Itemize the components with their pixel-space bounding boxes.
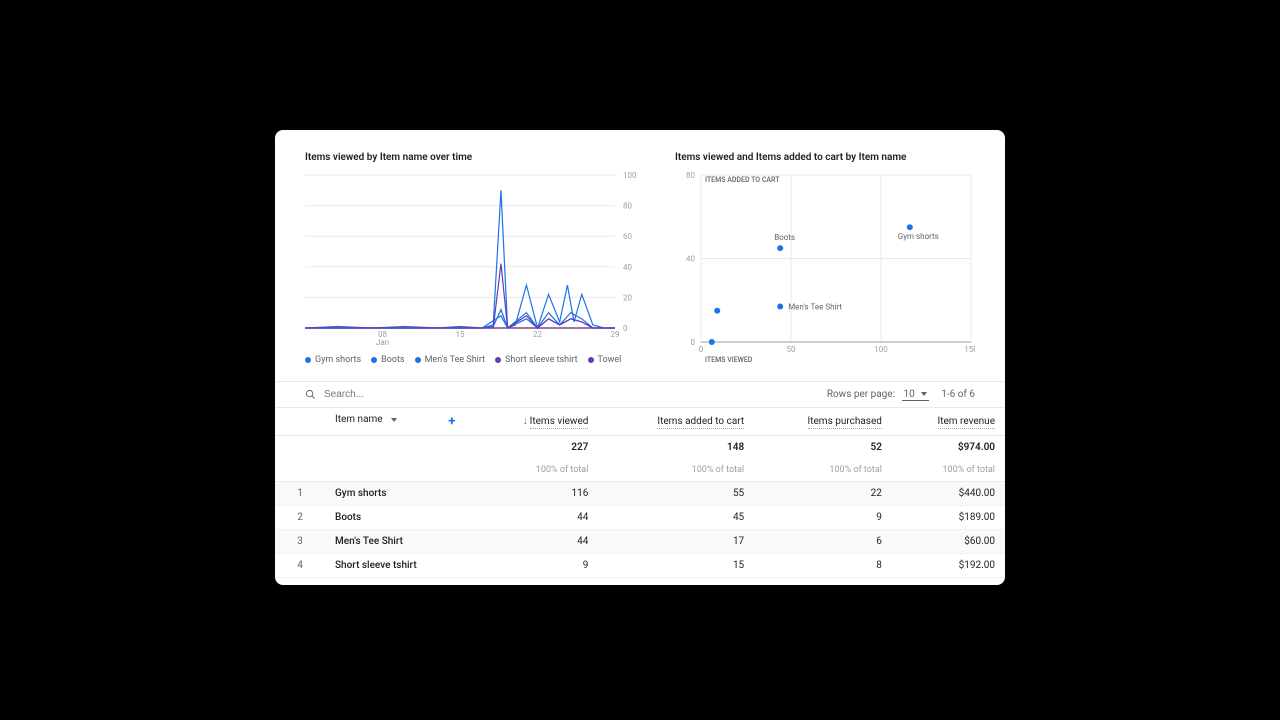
total-value: 148 (598, 436, 754, 460)
metric-cell: $440.00 (892, 482, 1005, 506)
table-toolbar: Rows per page: 10 1-6 of 6 (275, 381, 1005, 408)
metric-cell: $60.00 (892, 530, 1005, 554)
search-icon (305, 389, 316, 400)
totals-row: 22714852$974.00 (275, 436, 1005, 460)
svg-text:60: 60 (623, 232, 632, 241)
row-index: 3 (275, 530, 325, 554)
metric-cell: 45 (598, 506, 754, 530)
table-row[interactable]: 4Short sleeve tshirt9158$192.00 (275, 554, 1005, 578)
item-name-cell[interactable]: Boots (325, 506, 473, 530)
pagination-controls: Rows per page: 10 1-6 of 6 (827, 389, 975, 401)
svg-text:100: 100 (874, 345, 888, 354)
column-header[interactable]: ↓Items viewed (473, 408, 598, 436)
svg-text:40: 40 (686, 255, 695, 264)
chevron-down-icon (391, 418, 397, 422)
legend-dot-icon (415, 357, 421, 363)
metric-cell: 15 (598, 554, 754, 578)
totals-sub-row: 100% of total100% of total100% of total1… (275, 459, 1005, 482)
legend-label: Short sleeve tshirt (505, 355, 577, 365)
svg-text:0: 0 (699, 345, 704, 354)
table-row[interactable]: 3Men's Tee Shirt44176$60.00 (275, 530, 1005, 554)
legend-dot-icon (495, 357, 501, 363)
svg-text:80: 80 (686, 171, 695, 180)
analytics-panel: Items viewed by Item name over time 0204… (275, 130, 1005, 585)
legend-item[interactable]: Gym shorts (305, 355, 361, 365)
row-index: 2 (275, 506, 325, 530)
legend-label: Boots (381, 355, 404, 365)
svg-text:Boots: Boots (774, 233, 795, 242)
legend-dot-icon (371, 357, 377, 363)
total-value: 227 (473, 436, 598, 460)
metric-cell: 22 (754, 482, 892, 506)
metric-cell: $192.00 (892, 554, 1005, 578)
pagination-range: 1-6 of 6 (941, 389, 975, 400)
item-name-cell[interactable]: Gym shorts (325, 482, 473, 506)
svg-text:50: 50 (787, 345, 796, 354)
metric-cell: 55 (598, 482, 754, 506)
legend-label: Towel (598, 355, 622, 365)
legend-item[interactable]: Short sleeve tshirt (495, 355, 577, 365)
column-header[interactable]: Items added to cart (598, 408, 754, 436)
svg-text:0: 0 (691, 338, 696, 347)
line-chart-legend: Gym shorts Boots Men's Tee Shirt Short slee… (305, 355, 645, 365)
row-index: 1 (275, 482, 325, 506)
svg-text:Gym shorts: Gym shorts (898, 232, 939, 241)
metric-cell: 6 (754, 530, 892, 554)
legend-item[interactable]: Towel (588, 355, 622, 365)
column-header[interactable]: Item revenue (892, 408, 1005, 436)
metric-cell: 9 (473, 554, 598, 578)
svg-text:40: 40 (623, 263, 632, 272)
scatter-chart: 0 40 80 0 50 100 150 ITEMS ADDED TO CART ITEMS V… (675, 171, 975, 366)
metric-cell: 9 (754, 506, 892, 530)
svg-text:100: 100 (623, 171, 637, 180)
metric-cell: 44 (473, 530, 598, 554)
legend-item[interactable]: Boots (371, 355, 404, 365)
svg-text:29: 29 (611, 330, 620, 339)
svg-text:22: 22 (533, 330, 542, 339)
svg-text:15: 15 (456, 330, 465, 339)
svg-text:ITEMS ADDED TO CART: ITEMS ADDED TO CART (705, 176, 780, 184)
legend-item[interactable]: Men's Tee Shirt (415, 355, 485, 365)
svg-text:ITEMS VIEWED: ITEMS VIEWED (705, 356, 753, 364)
line-chart: 02040608010008Jan152229 (305, 171, 645, 346)
metric-cell: 116 (473, 482, 598, 506)
svg-text:0: 0 (623, 324, 628, 333)
table-row[interactable]: 2Boots44459$189.00 (275, 506, 1005, 530)
items-table: Item name + ↓Items viewedItems added to … (275, 408, 1005, 578)
legend-dot-icon (305, 357, 311, 363)
item-name-cell[interactable]: Men's Tee Shirt (325, 530, 473, 554)
rows-per-page-label: Rows per page: (827, 389, 895, 400)
column-header[interactable]: Items purchased (754, 408, 892, 436)
svg-text:20: 20 (623, 293, 632, 302)
total-value: $974.00 (892, 436, 1005, 460)
line-chart-panel: Items viewed by Item name over time 0 20 4… (305, 152, 645, 369)
legend-label: Men's Tee Shirt (425, 355, 485, 365)
scatter-chart-panel: Items viewed and Items added to cart by … (675, 152, 975, 369)
metric-cell: $189.00 (892, 506, 1005, 530)
total-value: 52 (754, 436, 892, 460)
add-dimension-button[interactable]: + (448, 414, 455, 429)
svg-text:Men's Tee Shirt: Men's Tee Shirt (788, 303, 842, 312)
metric-cell: 17 (598, 530, 754, 554)
sort-arrow-icon: ↓ (523, 416, 528, 427)
row-index: 4 (275, 554, 325, 578)
metric-cell: 44 (473, 506, 598, 530)
scatter-chart-title: Items viewed and Items added to cart by … (675, 152, 975, 163)
svg-text:Jan: Jan (376, 338, 389, 346)
rows-per-page-select[interactable]: 10 (902, 389, 929, 401)
table-row[interactable]: 1Gym shorts1165522$440.00 (275, 482, 1005, 506)
search-input[interactable] (322, 388, 476, 401)
legend-label: Gym shorts (315, 355, 361, 365)
column-header-item-name[interactable]: Item name + (275, 408, 473, 436)
svg-text:150: 150 (964, 345, 975, 354)
line-chart-title: Items viewed by Item name over time (305, 152, 645, 163)
item-name-cell[interactable]: Short sleeve tshirt (325, 554, 473, 578)
legend-dot-icon (588, 357, 594, 363)
svg-text:80: 80 (623, 202, 632, 211)
chevron-down-icon (921, 392, 927, 396)
metric-cell: 8 (754, 554, 892, 578)
